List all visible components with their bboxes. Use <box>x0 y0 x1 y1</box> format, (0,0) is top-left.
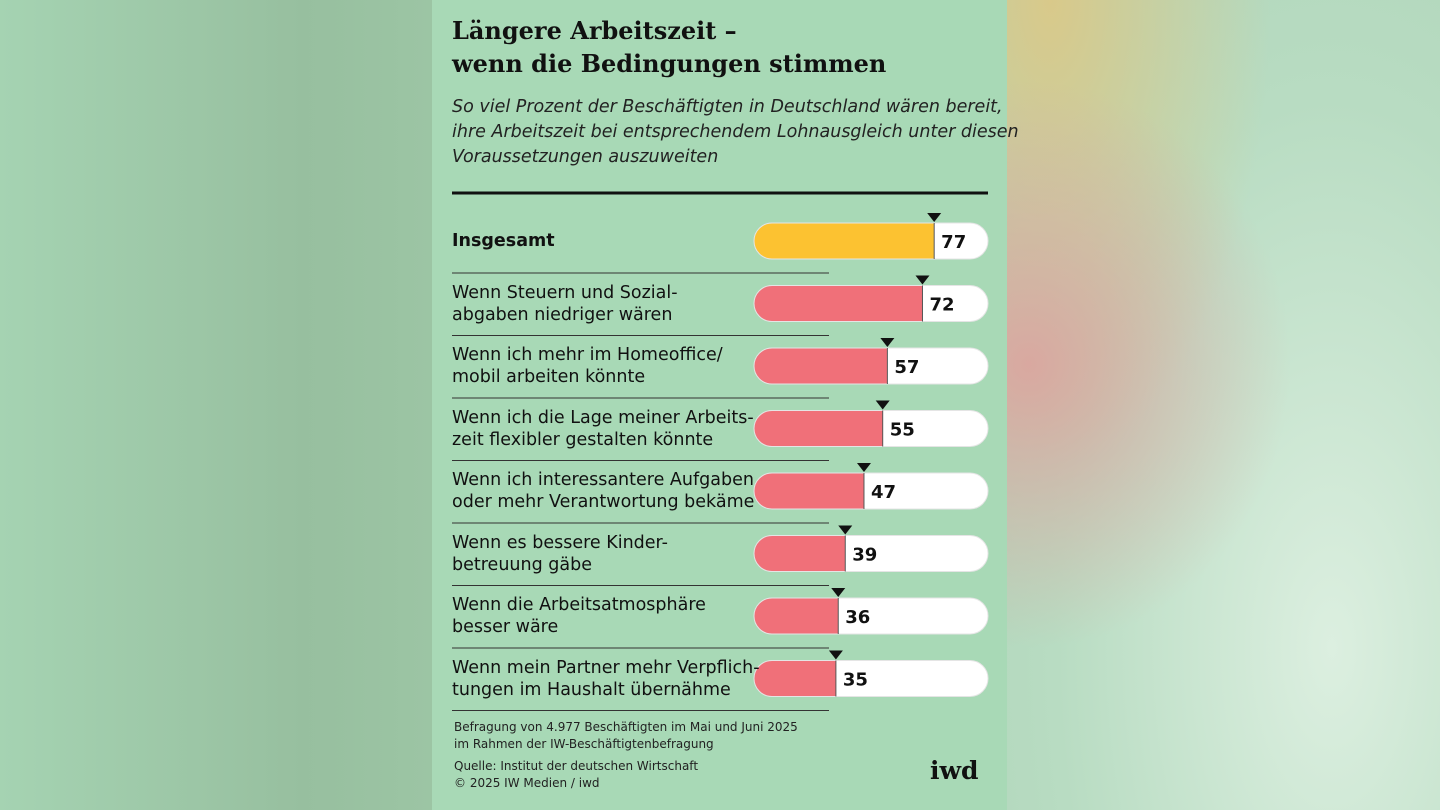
marker <box>856 463 871 472</box>
value-label: 36 <box>845 607 870 628</box>
bar-outline <box>753 597 989 635</box>
bar-outline <box>753 660 989 697</box>
bar <box>754 660 836 697</box>
marker <box>880 338 895 347</box>
bar <box>754 473 864 509</box>
value-label: 39 <box>852 545 877 566</box>
marker <box>838 525 853 535</box>
category-label: Insgesamt <box>452 231 555 251</box>
background <box>0 0 432 810</box>
bar <box>754 598 839 634</box>
category-label: Wenn Steuern und Sozial- abgaben niedrig… <box>452 282 678 325</box>
marker <box>828 650 843 660</box>
bar <box>754 348 888 384</box>
footnote: Befragung von 4.977 Beschäftigten im Mai… <box>454 720 798 751</box>
marker <box>831 588 846 597</box>
category-label: Wenn mein Partner mehr Verpflich- tungen… <box>452 657 760 700</box>
value-label: 77 <box>941 232 966 253</box>
category-label: Wenn die Arbeitsatmosphäre besser wäre <box>452 595 706 637</box>
bar <box>754 410 883 447</box>
background <box>1007 0 1440 810</box>
marker <box>915 275 930 285</box>
bar-outline <box>753 410 989 447</box>
value-label: 47 <box>871 482 896 503</box>
marker <box>927 213 942 222</box>
bar-outline <box>753 472 989 510</box>
category-label: Wenn ich mehr im Homeoffice/ mobil arbei… <box>452 345 723 387</box>
value-label: 57 <box>894 357 919 378</box>
bar-outline <box>753 285 989 322</box>
value-label: 72 <box>929 295 954 316</box>
bar-outline <box>753 535 989 572</box>
chart-title: Längere Arbeitszeit – wenn die Bedingung… <box>452 16 887 78</box>
value-label: 55 <box>890 420 915 441</box>
value-label: 35 <box>843 670 868 691</box>
bar <box>754 535 846 572</box>
chart-subtitle: So viel Prozent der Beschäftigten in Deu… <box>452 97 1019 167</box>
bar-outline <box>753 347 989 385</box>
category-label: Wenn ich die Lage meiner Arbeits- zeit f… <box>452 407 754 450</box>
bar <box>754 223 935 259</box>
category-label: Wenn ich interessantere Aufgaben oder me… <box>452 470 755 512</box>
logo: iwd <box>930 756 979 785</box>
bar <box>754 285 923 322</box>
source: Quelle: Institut der deutschen Wirtschaf… <box>454 759 699 790</box>
marker <box>875 400 890 410</box>
category-label: Wenn es bessere Kinder- betreuung gäbe <box>452 532 668 575</box>
bar-outline <box>753 222 989 260</box>
